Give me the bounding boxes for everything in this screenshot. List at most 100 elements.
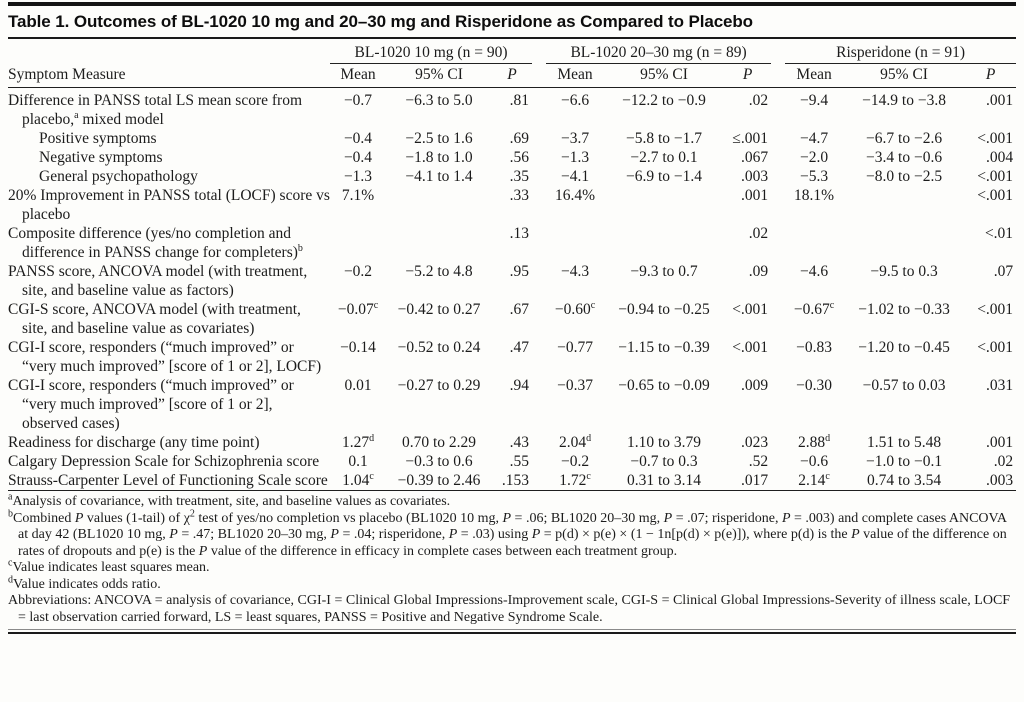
mean-cell: 7.1% xyxy=(341,187,375,204)
symptom-measure-cell: PANSS score, ANCOVA model (with treatmen… xyxy=(8,263,308,299)
mean-cell: −2.0 xyxy=(800,149,829,166)
ci-cell: −5.2 to 4.8 xyxy=(405,263,473,280)
p-header: P xyxy=(724,63,772,88)
column-spacer xyxy=(532,167,546,186)
mean-cell: −0.7 xyxy=(343,92,373,109)
mean-cell: −6.6 xyxy=(560,92,590,109)
column-spacer xyxy=(771,376,785,433)
p-value-cell: .004 xyxy=(985,149,1014,166)
mean-cell: −5.3 xyxy=(800,168,829,185)
ci-cell: −0.42 to 0.27 xyxy=(397,301,481,318)
column-spacer xyxy=(771,338,785,376)
table-row: Positive symptoms −0.4 −2.5 to 1.6 .69 −… xyxy=(8,129,1016,148)
ci-cell: −1.02 to −0.33 xyxy=(858,301,950,318)
symptom-measure-cell: Calgary Depression Scale for Schizophren… xyxy=(8,453,320,470)
ci-cell: 0.31 to 3.14 xyxy=(627,472,702,489)
p-header: P xyxy=(492,63,533,88)
abbreviations-note: Abbreviations: ANCOVA = analysis of cova… xyxy=(8,593,1011,625)
bottom-rule xyxy=(8,629,1016,634)
p-value-cell: .47 xyxy=(509,339,530,356)
column-spacer xyxy=(771,167,785,186)
ci-cell xyxy=(843,186,965,224)
column-spacer xyxy=(771,63,786,88)
p-value-cell: <.001 xyxy=(732,301,769,318)
mean-header: Mean xyxy=(330,63,386,88)
table-row: Composite difference (yes/no completion … xyxy=(8,224,1016,262)
footnote: cValue indicates least squares mean. xyxy=(8,557,1016,577)
p-value-cell: .031 xyxy=(985,377,1014,394)
symptom-measure-cell: Negative symptoms xyxy=(39,149,163,166)
p-value-cell: .67 xyxy=(509,301,530,318)
symptom-measure-cell: General psychopathology xyxy=(39,168,198,185)
mean-cell: −4.1 xyxy=(560,168,590,185)
ci-cell xyxy=(843,224,965,262)
ci-cell: −0.39 to 2.46 xyxy=(397,472,481,489)
footnote-marker: c xyxy=(8,557,13,569)
ci-cell: −2.5 to 1.6 xyxy=(405,130,473,147)
column-spacer xyxy=(532,186,546,224)
table-row: CGI-S score, ANCOVA model (with treatmen… xyxy=(8,300,1016,338)
column-spacer xyxy=(532,88,546,130)
p-value-cell: <.01 xyxy=(984,225,1014,242)
ci-cell: 1.51 to 5.48 xyxy=(867,434,942,451)
mean-cell: −0.4 xyxy=(343,149,373,166)
column-spacer xyxy=(532,471,546,491)
ci-header: 95% CI xyxy=(604,63,725,88)
p-value-cell: ≤.001 xyxy=(732,130,769,147)
footnote-text: Value indicates least squares mean. xyxy=(12,560,210,575)
column-spacer xyxy=(532,452,546,471)
ci-cell: −0.65 to −0.09 xyxy=(618,377,710,394)
p-value-cell: .001 xyxy=(740,187,769,204)
mean-cell xyxy=(330,224,386,262)
table-row: Calgary Depression Scale for Schizophren… xyxy=(8,452,1016,471)
column-spacer xyxy=(532,376,546,433)
table-body: Difference in PANSS total LS mean score … xyxy=(8,88,1016,491)
title-rule xyxy=(8,37,1016,39)
p-value-cell: .94 xyxy=(509,377,530,394)
mean-cell: −0.83 xyxy=(796,339,832,356)
p-value-cell: .003 xyxy=(740,168,769,185)
p-value-cell: <.001 xyxy=(732,339,769,356)
column-spacer xyxy=(771,88,785,130)
mean-cell: 16.4% xyxy=(555,187,596,204)
footnote-marker: a xyxy=(8,491,13,503)
ci-cell: 0.70 to 2.29 xyxy=(401,434,477,451)
p-value-cell: .001 xyxy=(985,434,1014,451)
mean-cell: −1.3 xyxy=(560,149,590,166)
column-spacer xyxy=(532,338,546,376)
column-spacer xyxy=(532,433,546,452)
column-spacer xyxy=(771,148,785,167)
table-row: Difference in PANSS total LS mean score … xyxy=(8,88,1016,130)
ci-cell: −6.3 to 5.0 xyxy=(405,92,473,109)
mean-cell: 2.04d xyxy=(558,432,592,451)
mean-cell: 1.27d xyxy=(341,432,375,451)
symptom-measure-cell: Readiness for discharge (any time point) xyxy=(8,434,260,451)
column-spacer xyxy=(532,39,546,64)
mean-cell xyxy=(546,224,604,262)
ci-cell: −0.57 to 0.03 xyxy=(862,377,946,394)
p-value-cell: <.001 xyxy=(977,301,1014,318)
symptom-measure-header: Symptom Measure xyxy=(8,63,330,88)
p-value-cell: .52 xyxy=(748,453,769,470)
ci-cell: −8.0 to −2.5 xyxy=(866,168,943,185)
mean-cell: 0.01 xyxy=(344,377,372,394)
p-value-cell: .69 xyxy=(509,130,530,147)
footnote-marker: d xyxy=(8,573,13,585)
mean-cell: −0.14 xyxy=(340,339,376,356)
mean-cell: 2.88d xyxy=(798,432,831,451)
p-value-cell: .153 xyxy=(501,472,530,489)
p-value-cell: .43 xyxy=(509,434,530,451)
footnote: bCombined P values (1-tail) of χ2 test o… xyxy=(8,508,1016,561)
mean-cell: −0.6 xyxy=(800,453,829,470)
mean-header: Mean xyxy=(546,63,605,88)
mean-cell: −0.4 xyxy=(343,130,373,147)
outcomes-table: BL-1020 10 mg (n = 90) BL-1020 20–30 mg … xyxy=(8,39,1017,491)
column-spacer xyxy=(771,262,785,300)
column-spacer xyxy=(771,186,785,224)
table-row: Strauss-Carpenter Level of Functioning S… xyxy=(8,471,1016,491)
column-spacer xyxy=(532,300,546,338)
column-spacer xyxy=(771,129,785,148)
table-row: CGI-I score, responders (“much improved”… xyxy=(8,338,1016,376)
p-value-cell: .003 xyxy=(985,472,1014,489)
mean-cell: 0.1 xyxy=(348,453,368,470)
